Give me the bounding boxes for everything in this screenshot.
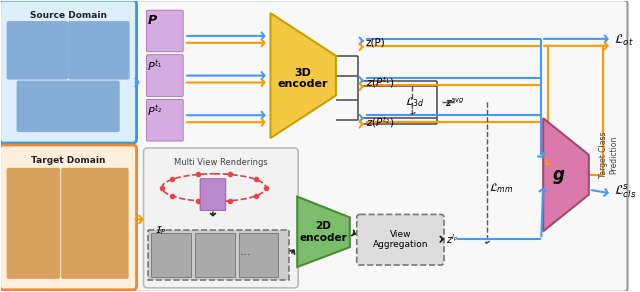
Text: 2D
encoder: 2D encoder bbox=[299, 222, 347, 243]
Text: ···: ··· bbox=[239, 248, 252, 262]
FancyBboxPatch shape bbox=[68, 21, 130, 79]
Text: $\mathcal{I}_P$: $\mathcal{I}_P$ bbox=[156, 224, 167, 237]
Text: $\mathcal{L}_{mm}$: $\mathcal{L}_{mm}$ bbox=[489, 181, 513, 194]
FancyBboxPatch shape bbox=[147, 99, 183, 141]
Text: $z(P^{t_1})$: $z(P^{t_1})$ bbox=[365, 75, 394, 90]
FancyBboxPatch shape bbox=[61, 168, 129, 279]
FancyBboxPatch shape bbox=[356, 214, 444, 265]
Text: Source Domain: Source Domain bbox=[29, 11, 107, 20]
FancyBboxPatch shape bbox=[0, 145, 136, 290]
Text: Multi View Renderings: Multi View Renderings bbox=[174, 158, 268, 167]
Bar bbox=[239, 233, 278, 277]
Text: z(P): z(P) bbox=[365, 38, 385, 48]
FancyBboxPatch shape bbox=[6, 21, 68, 79]
Polygon shape bbox=[297, 197, 350, 267]
FancyBboxPatch shape bbox=[148, 230, 289, 280]
FancyBboxPatch shape bbox=[134, 0, 627, 292]
Text: View
Aggregation: View Aggregation bbox=[372, 230, 428, 249]
Text: Target Class
Prediction: Target Class Prediction bbox=[599, 132, 618, 178]
Text: $z(P^{t_2})$: $z(P^{t_2})$ bbox=[365, 115, 394, 130]
Bar bbox=[195, 233, 235, 277]
FancyBboxPatch shape bbox=[6, 168, 60, 279]
Text: $\mathcal{L}_{cls}^{s}$: $\mathcal{L}_{cls}^{s}$ bbox=[614, 183, 636, 200]
Text: $z^{avg}$: $z^{avg}$ bbox=[445, 96, 465, 109]
Text: $z^{I_p}$: $z^{I_p}$ bbox=[446, 232, 458, 246]
Text: 3D
encoder: 3D encoder bbox=[278, 68, 328, 89]
FancyBboxPatch shape bbox=[0, 0, 136, 143]
Polygon shape bbox=[543, 118, 589, 231]
FancyBboxPatch shape bbox=[143, 148, 298, 288]
Text: $\mathcal{L}_{3d}$: $\mathcal{L}_{3d}$ bbox=[405, 95, 425, 109]
Text: g: g bbox=[553, 166, 565, 184]
FancyBboxPatch shape bbox=[200, 179, 226, 211]
Text: $\mathcal{L}_{ot}$: $\mathcal{L}_{ot}$ bbox=[614, 33, 634, 48]
Text: P: P bbox=[147, 14, 157, 27]
FancyBboxPatch shape bbox=[17, 81, 120, 132]
FancyBboxPatch shape bbox=[147, 10, 183, 52]
Polygon shape bbox=[271, 13, 336, 138]
Bar bbox=[152, 233, 191, 277]
FancyBboxPatch shape bbox=[147, 55, 183, 96]
Text: $P^{t_2}$: $P^{t_2}$ bbox=[147, 103, 163, 119]
Text: Target Domain: Target Domain bbox=[31, 156, 106, 165]
Text: $P^{t_1}$: $P^{t_1}$ bbox=[147, 59, 163, 74]
